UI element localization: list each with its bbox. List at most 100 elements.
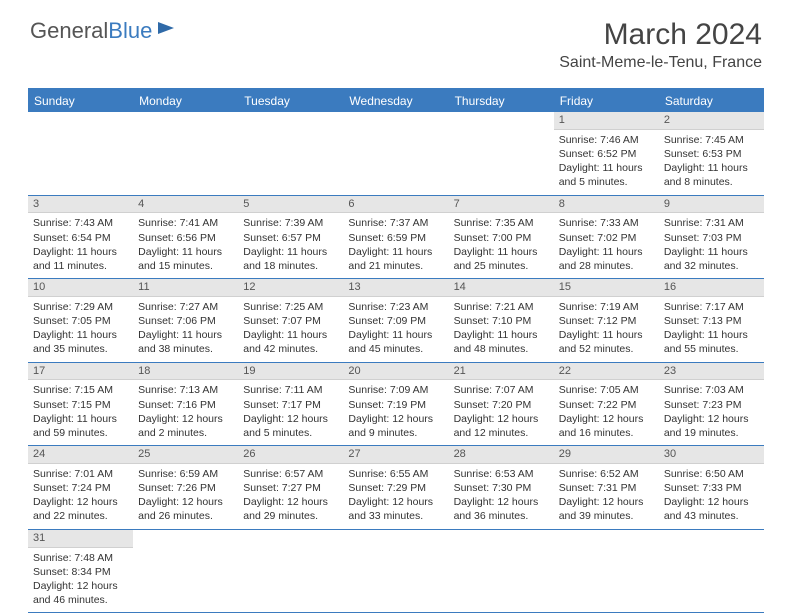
sunrise-text: Sunrise: 6:59 AM bbox=[138, 467, 233, 481]
sunrise-text: Sunrise: 7:37 AM bbox=[348, 216, 443, 230]
calendar-cell: 11Sunrise: 7:27 AMSunset: 7:06 PMDayligh… bbox=[133, 279, 238, 362]
sunrise-text: Sunrise: 7:31 AM bbox=[664, 216, 759, 230]
daylight-text: and 46 minutes. bbox=[33, 593, 128, 607]
daylight-text: and 36 minutes. bbox=[454, 509, 549, 523]
daylight-text: Daylight: 11 hours bbox=[33, 328, 128, 342]
sunset-text: Sunset: 7:33 PM bbox=[664, 481, 759, 495]
sunrise-text: Sunrise: 7:27 AM bbox=[138, 300, 233, 314]
calendar-cell-empty bbox=[449, 112, 554, 195]
calendar-cell: 15Sunrise: 7:19 AMSunset: 7:12 PMDayligh… bbox=[554, 279, 659, 362]
day-number: 21 bbox=[449, 363, 554, 381]
calendar-cell: 27Sunrise: 6:55 AMSunset: 7:29 PMDayligh… bbox=[343, 446, 448, 529]
daylight-text: Daylight: 12 hours bbox=[33, 579, 128, 593]
day-number: 26 bbox=[238, 446, 343, 464]
daylight-text: Daylight: 11 hours bbox=[138, 328, 233, 342]
daylight-text: Daylight: 12 hours bbox=[559, 495, 654, 509]
day-header: Thursday bbox=[449, 90, 554, 112]
calendar-week: 31Sunrise: 7:48 AMSunset: 8:34 PMDayligh… bbox=[28, 530, 764, 613]
calendar-cell: 23Sunrise: 7:03 AMSunset: 7:23 PMDayligh… bbox=[659, 363, 764, 446]
sunrise-text: Sunrise: 7:03 AM bbox=[664, 383, 759, 397]
daylight-text: Daylight: 12 hours bbox=[138, 412, 233, 426]
daylight-text: and 25 minutes. bbox=[454, 259, 549, 273]
daylight-text: and 43 minutes. bbox=[664, 509, 759, 523]
daylight-text: and 12 minutes. bbox=[454, 426, 549, 440]
sunrise-text: Sunrise: 7:17 AM bbox=[664, 300, 759, 314]
sunrise-text: Sunrise: 6:55 AM bbox=[348, 467, 443, 481]
sunset-text: Sunset: 7:27 PM bbox=[243, 481, 338, 495]
sunset-text: Sunset: 6:52 PM bbox=[559, 147, 654, 161]
calendar-cell: 31Sunrise: 7:48 AMSunset: 8:34 PMDayligh… bbox=[28, 530, 133, 613]
logo-text-general: General bbox=[30, 18, 108, 44]
sunset-text: Sunset: 7:19 PM bbox=[348, 398, 443, 412]
calendar-cell: 1Sunrise: 7:46 AMSunset: 6:52 PMDaylight… bbox=[554, 112, 659, 195]
sunrise-text: Sunrise: 7:19 AM bbox=[559, 300, 654, 314]
daylight-text: Daylight: 12 hours bbox=[243, 495, 338, 509]
day-number: 13 bbox=[343, 279, 448, 297]
sunrise-text: Sunrise: 7:45 AM bbox=[664, 133, 759, 147]
calendar-cell: 7Sunrise: 7:35 AMSunset: 7:00 PMDaylight… bbox=[449, 196, 554, 279]
calendar-week: 1Sunrise: 7:46 AMSunset: 6:52 PMDaylight… bbox=[28, 112, 764, 196]
calendar-cell: 28Sunrise: 6:53 AMSunset: 7:30 PMDayligh… bbox=[449, 446, 554, 529]
sunset-text: Sunset: 7:05 PM bbox=[33, 314, 128, 328]
calendar-cell-empty bbox=[133, 530, 238, 613]
calendar-cell: 4Sunrise: 7:41 AMSunset: 6:56 PMDaylight… bbox=[133, 196, 238, 279]
calendar-cell: 22Sunrise: 7:05 AMSunset: 7:22 PMDayligh… bbox=[554, 363, 659, 446]
daylight-text: and 39 minutes. bbox=[559, 509, 654, 523]
sunset-text: Sunset: 7:31 PM bbox=[559, 481, 654, 495]
sunrise-text: Sunrise: 7:05 AM bbox=[559, 383, 654, 397]
daylight-text: and 33 minutes. bbox=[348, 509, 443, 523]
day-number: 6 bbox=[343, 196, 448, 214]
day-number: 11 bbox=[133, 279, 238, 297]
sunset-text: Sunset: 7:22 PM bbox=[559, 398, 654, 412]
daylight-text: Daylight: 11 hours bbox=[348, 328, 443, 342]
sunset-text: Sunset: 7:26 PM bbox=[138, 481, 233, 495]
daylight-text: and 2 minutes. bbox=[138, 426, 233, 440]
calendar-cell: 14Sunrise: 7:21 AMSunset: 7:10 PMDayligh… bbox=[449, 279, 554, 362]
sunset-text: Sunset: 6:57 PM bbox=[243, 231, 338, 245]
day-number: 1 bbox=[554, 112, 659, 130]
sunrise-text: Sunrise: 7:01 AM bbox=[33, 467, 128, 481]
weeks-container: 1Sunrise: 7:46 AMSunset: 6:52 PMDaylight… bbox=[28, 112, 764, 613]
daylight-text: and 8 minutes. bbox=[664, 175, 759, 189]
daylight-text: Daylight: 12 hours bbox=[138, 495, 233, 509]
logo-text-blue: Blue bbox=[108, 18, 152, 44]
daylight-text: and 38 minutes. bbox=[138, 342, 233, 356]
calendar-week: 17Sunrise: 7:15 AMSunset: 7:15 PMDayligh… bbox=[28, 363, 764, 447]
day-number: 25 bbox=[133, 446, 238, 464]
daylight-text: Daylight: 11 hours bbox=[559, 161, 654, 175]
day-number: 14 bbox=[449, 279, 554, 297]
calendar-week: 10Sunrise: 7:29 AMSunset: 7:05 PMDayligh… bbox=[28, 279, 764, 363]
daylight-text: Daylight: 11 hours bbox=[33, 412, 128, 426]
daylight-text: Daylight: 11 hours bbox=[664, 245, 759, 259]
daylight-text: and 55 minutes. bbox=[664, 342, 759, 356]
day-header-row: Sunday Monday Tuesday Wednesday Thursday… bbox=[28, 90, 764, 112]
calendar-cell: 26Sunrise: 6:57 AMSunset: 7:27 PMDayligh… bbox=[238, 446, 343, 529]
daylight-text: and 15 minutes. bbox=[138, 259, 233, 273]
day-number: 20 bbox=[343, 363, 448, 381]
daylight-text: and 26 minutes. bbox=[138, 509, 233, 523]
daylight-text: Daylight: 11 hours bbox=[454, 245, 549, 259]
sunset-text: Sunset: 7:24 PM bbox=[33, 481, 128, 495]
calendar-cell: 3Sunrise: 7:43 AMSunset: 6:54 PMDaylight… bbox=[28, 196, 133, 279]
calendar-cell: 10Sunrise: 7:29 AMSunset: 7:05 PMDayligh… bbox=[28, 279, 133, 362]
title-block: March 2024 Saint-Meme-le-Tenu, France bbox=[559, 18, 762, 72]
daylight-text: Daylight: 11 hours bbox=[243, 245, 338, 259]
day-number: 5 bbox=[238, 196, 343, 214]
month-title: March 2024 bbox=[559, 18, 762, 52]
sunset-text: Sunset: 7:15 PM bbox=[33, 398, 128, 412]
calendar-cell-empty bbox=[449, 530, 554, 613]
day-number: 18 bbox=[133, 363, 238, 381]
day-number: 29 bbox=[554, 446, 659, 464]
sunset-text: Sunset: 7:10 PM bbox=[454, 314, 549, 328]
sunset-text: Sunset: 6:56 PM bbox=[138, 231, 233, 245]
daylight-text: Daylight: 11 hours bbox=[33, 245, 128, 259]
sunrise-text: Sunrise: 7:23 AM bbox=[348, 300, 443, 314]
day-number: 24 bbox=[28, 446, 133, 464]
calendar-cell-empty bbox=[238, 530, 343, 613]
daylight-text: Daylight: 12 hours bbox=[664, 412, 759, 426]
sunrise-text: Sunrise: 7:21 AM bbox=[454, 300, 549, 314]
location-text: Saint-Meme-le-Tenu, France bbox=[559, 54, 762, 72]
sunrise-text: Sunrise: 6:53 AM bbox=[454, 467, 549, 481]
day-header: Saturday bbox=[659, 90, 764, 112]
page-header: GeneralBlue March 2024 Saint-Meme-le-Ten… bbox=[0, 0, 792, 80]
